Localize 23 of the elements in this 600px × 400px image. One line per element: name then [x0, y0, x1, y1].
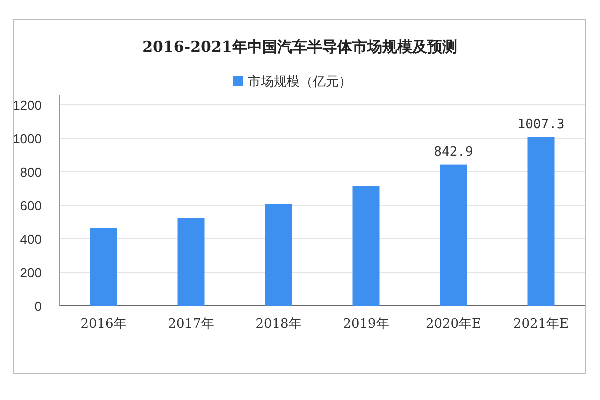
x-tick-label: 2017年 — [168, 317, 214, 332]
data-label: 1007.3 — [518, 117, 565, 132]
bar — [528, 137, 555, 306]
x-tick-label: 2021年E — [513, 317, 570, 332]
y-tick-label: 200 — [20, 266, 42, 280]
x-tick-label: 2016年 — [80, 317, 127, 332]
y-tick-label: 1000 — [13, 132, 42, 146]
y-tick-label: 400 — [20, 232, 42, 247]
bar — [265, 204, 292, 306]
y-tick-label: 1200 — [13, 98, 42, 113]
y-tick-label: 600 — [20, 198, 42, 214]
bar — [352, 186, 380, 306]
bar — [440, 164, 468, 306]
bar — [90, 228, 118, 306]
x-tick-label: 2019年 — [343, 317, 390, 332]
y-tick-label: 0 — [34, 299, 42, 314]
legend-label: 市场规模（亿元） — [248, 75, 352, 90]
x-tick-label: 2020年E — [426, 317, 482, 332]
data-label: 842.9 — [434, 144, 474, 160]
bar — [178, 218, 205, 306]
chart-title: 2016-2021年中国汽车半导体市场规模及预测 — [142, 38, 458, 56]
y-tick-label: 800 — [20, 165, 42, 180]
x-tick-label: 2018年 — [256, 317, 302, 332]
